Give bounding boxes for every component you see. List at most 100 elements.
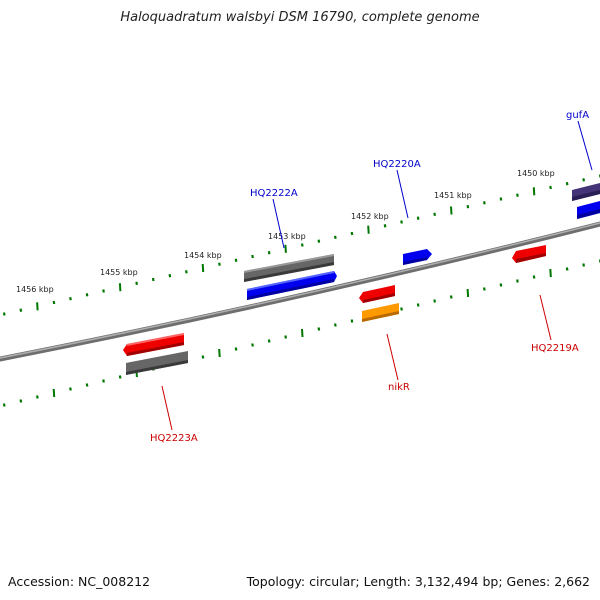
leader-nikR [386, 333, 399, 381]
inner-tick-26 [433, 299, 436, 303]
feature-HQ2220A[interactable] [403, 249, 432, 265]
outer-tick-18 [300, 243, 304, 247]
feature-gufA-blue[interactable] [577, 201, 600, 219]
outer-tick-6 [102, 289, 105, 293]
genome-backbone-highlight [0, 222, 600, 359]
inner-tick-34 [565, 267, 569, 271]
gene-label-HQ2220A[interactable]: HQ2220A [373, 159, 421, 170]
inner-tick-35 [582, 263, 585, 267]
outer-tick-17 [284, 244, 287, 253]
outer-tick-8 [135, 281, 138, 285]
outer-tick-14 [234, 258, 238, 262]
inner-tick-21 [350, 319, 354, 323]
outer-tick-15 [251, 254, 254, 259]
feature-HQ2222A-gray[interactable] [244, 254, 334, 282]
outer-tick-11 [185, 270, 188, 274]
scale-label-1454: 1454 kbp [184, 251, 222, 260]
inner-tick-31 [516, 279, 519, 283]
feature-HQ2223A[interactable] [123, 333, 184, 356]
outer-tick-35 [582, 178, 585, 182]
inner-tick-12 [201, 355, 205, 359]
outer-tick-10 [168, 274, 172, 278]
map-title: Haloquadratum walsbyi DSM 16790, complet… [120, 10, 480, 25]
outer-tick-3 [52, 300, 56, 305]
outer-tick-30 [499, 197, 503, 201]
inner-tick-30 [499, 283, 503, 287]
inner-tick-17 [284, 335, 287, 339]
inner-tick-15 [251, 343, 254, 347]
leader-HQ2223A [161, 385, 173, 431]
inner-tick-28 [466, 288, 470, 298]
inner-tick-16 [267, 339, 271, 343]
gene-label-gufA[interactable]: gufA [566, 110, 589, 121]
scale-label-1451: 1451 kbp [434, 191, 472, 200]
inner-tick-3 [52, 388, 56, 398]
inner-tick-5 [85, 383, 89, 387]
inner-tick-18 [301, 328, 304, 338]
feature-nikR[interactable] [362, 303, 399, 322]
inner-tick-29 [483, 287, 486, 291]
outer-tick-32 [532, 187, 536, 196]
outer-tick-22 [367, 225, 370, 234]
inner-tick-24 [400, 307, 403, 311]
feature-HQ2222A[interactable] [247, 271, 337, 300]
scale-label-1456: 1456 kbp [16, 285, 54, 294]
inner-tick-19 [317, 327, 321, 331]
outer-tick-4 [69, 297, 72, 301]
outer-tick-12 [201, 263, 205, 273]
outer-tick-28 [466, 205, 470, 209]
genome-summary-text: Topology: circular; Length: 3,132,494 bp… [246, 574, 590, 589]
outer-tick-27 [450, 206, 453, 215]
outer-tick-25 [416, 216, 420, 220]
outer-tick-13 [218, 262, 221, 266]
feature-HQ2223A-gray[interactable] [126, 351, 188, 375]
outer-tick-24 [400, 220, 403, 224]
inner-tick-25 [416, 303, 420, 307]
scale-label-1452: 1452 kbp [351, 212, 389, 221]
outer-tick-0 [2, 312, 6, 316]
feature-gufA[interactable] [572, 183, 600, 201]
outer-tick-21 [350, 231, 354, 236]
leader-HQ2220A [396, 169, 409, 219]
accession-text: Accession: NC_008212 [8, 574, 151, 589]
inner-tick-1 [19, 399, 23, 403]
outer-tick-31 [516, 193, 519, 197]
outer-tick-5 [85, 293, 89, 297]
inner-tick-33 [549, 268, 552, 278]
leader-HQ2219A [539, 294, 552, 341]
outer-tick-34 [565, 182, 569, 186]
leader-gufA [577, 120, 593, 171]
leader-HQ2222A [272, 198, 285, 249]
scale-label-1455: 1455 kbp [100, 268, 138, 277]
outer-tick-19 [317, 239, 321, 243]
gene-label-HQ2219A[interactable]: HQ2219A [531, 343, 579, 354]
gene-label-nikR[interactable]: nikR [388, 382, 410, 393]
tick-row-outer [2, 174, 600, 316]
outer-tick-23 [383, 224, 387, 228]
inner-tick-27 [449, 295, 453, 299]
outer-tick-26 [433, 212, 436, 216]
inner-tick-7 [118, 375, 122, 379]
outer-tick-7 [118, 283, 122, 292]
feature-HQ2219A[interactable] [512, 245, 546, 263]
outer-tick-16 [267, 251, 271, 255]
outer-tick-20 [334, 235, 337, 239]
inner-tick-2 [36, 395, 39, 399]
outer-tick-1 [19, 308, 23, 312]
inner-tick-4 [69, 387, 72, 391]
outer-tick-2 [36, 302, 39, 311]
scale-label-1453: 1453 kbp [268, 232, 306, 241]
inner-tick-32 [532, 275, 536, 279]
inner-tick-14 [234, 347, 238, 351]
gene-label-HQ2222A[interactable]: HQ2222A [250, 188, 298, 199]
inner-tick-20 [334, 323, 337, 327]
inner-tick-0 [2, 403, 6, 407]
inner-tick-13 [218, 348, 221, 358]
gene-label-HQ2223A[interactable]: HQ2223A [150, 433, 198, 444]
outer-tick-29 [483, 201, 486, 205]
feature-nikR-red[interactable] [359, 285, 395, 303]
outer-tick-33 [549, 185, 552, 190]
genome-backbone [0, 221, 600, 362]
scale-label-1450: 1450 kbp [517, 169, 555, 178]
